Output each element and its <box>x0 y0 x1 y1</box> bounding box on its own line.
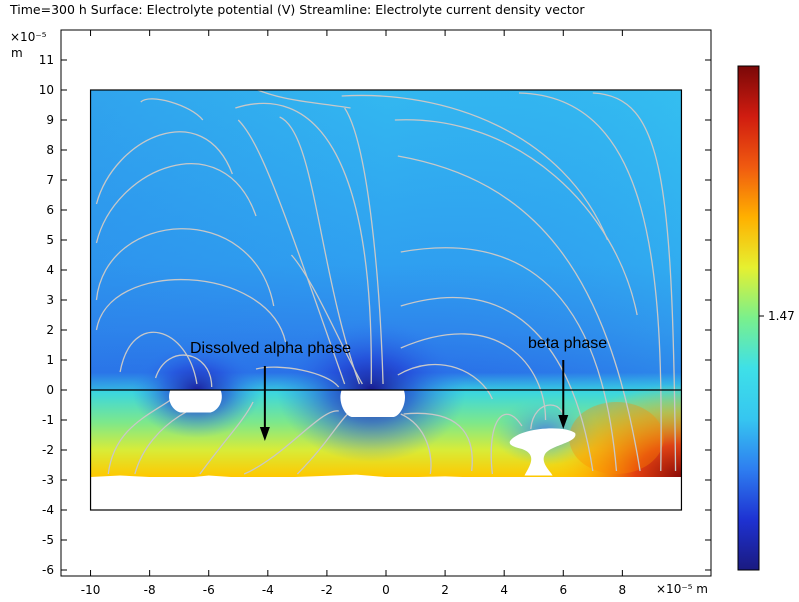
streamline <box>140 98 204 121</box>
x-tick-label: 4 <box>500 583 508 597</box>
y-tick-label: 4 <box>46 263 54 277</box>
streamline <box>119 331 198 385</box>
y-tick-label: 10 <box>39 83 54 97</box>
y-tick-label: -1 <box>42 413 54 427</box>
annotations: Dissolved alpha phase beta phase <box>190 335 607 441</box>
streamline <box>95 163 257 244</box>
streamline <box>344 107 384 385</box>
streamline <box>592 92 677 472</box>
x-tick-label: 2 <box>441 583 449 597</box>
x-axis: -10 -8 -6 -4 -2 0 2 4 6 8 <box>81 30 626 597</box>
domain-box <box>89 89 683 511</box>
y-axis: -6 -5 -4 -3 -2 -1 0 1 2 3 4 5 6 7 8 9 10 11 <box>39 53 711 577</box>
streamline <box>296 413 349 475</box>
y-tick-label: 3 <box>46 293 54 307</box>
x-tick-label: -4 <box>262 583 274 597</box>
streamline <box>235 102 372 385</box>
x-tick-label: 8 <box>619 583 627 597</box>
y-tick-label: 2 <box>46 323 54 337</box>
metal-substrate <box>90 474 682 510</box>
streamline <box>95 279 287 343</box>
beta-particle <box>509 428 576 476</box>
y-tick-label: -5 <box>42 533 54 547</box>
streamline <box>397 155 641 472</box>
hot-field-blend <box>569 402 664 474</box>
streamline <box>256 90 351 109</box>
chart-title: Time=300 h Surface: Electrolyte potentia… <box>9 2 585 17</box>
potential-field <box>90 90 682 477</box>
x-tick-label: 0 <box>382 583 390 597</box>
y-tick-label: 7 <box>46 173 54 187</box>
y-tick-label: 11 <box>39 53 54 67</box>
streamline <box>243 410 339 475</box>
streamline <box>279 116 361 385</box>
alpha-pit-1 <box>169 390 222 413</box>
streamline <box>341 94 609 241</box>
streamline <box>290 254 363 385</box>
y-tick-label: 0 <box>46 383 54 397</box>
y-tick-label: 1 <box>46 353 54 367</box>
x-tick-label: 6 <box>559 583 567 597</box>
annotation-arrow-head <box>259 427 270 441</box>
x-tick-label: -6 <box>203 583 215 597</box>
x-axis-scale: ×10⁻⁵ m <box>656 582 708 596</box>
streamline <box>255 366 340 388</box>
y-tick-label: -3 <box>42 473 54 487</box>
alpha-pit-2 <box>340 390 406 417</box>
streamline <box>95 131 233 205</box>
y-tick-label: 9 <box>46 113 54 127</box>
y-tick-label: -4 <box>42 503 54 517</box>
streamline <box>490 413 523 475</box>
colorbar-ticks: 1.47 <box>759 309 795 323</box>
colorbar-tick-label: 1.47 <box>768 309 795 323</box>
x-tick-label: -10 <box>81 583 101 597</box>
streamline <box>199 401 254 475</box>
streamline <box>403 412 473 472</box>
colorbar <box>737 65 760 571</box>
streamline <box>400 247 618 472</box>
y-tick-label: -2 <box>42 443 54 457</box>
streamline <box>400 296 594 472</box>
annotation-label: Dissolved alpha phase <box>190 340 351 357</box>
streamline <box>400 333 547 421</box>
streamline <box>394 119 638 316</box>
y-tick-label: 8 <box>46 143 54 157</box>
pits <box>90 390 682 510</box>
y-tick-label: 5 <box>46 233 54 247</box>
streamline <box>400 413 432 475</box>
y-tick-label: -6 <box>42 563 54 577</box>
streamline <box>237 119 346 385</box>
annotation-arrow-head <box>558 415 569 429</box>
y-axis-scale: ×10⁻⁵ <box>10 30 47 44</box>
streamline <box>95 228 275 307</box>
annotation-label: beta phase <box>528 335 607 352</box>
y-axis-unit: m <box>11 46 23 60</box>
y-tick-label: 6 <box>46 203 54 217</box>
x-tick-label: -8 <box>144 583 156 597</box>
x-tick-label: -2 <box>321 583 333 597</box>
streamline <box>107 395 177 475</box>
streamline <box>154 354 213 388</box>
